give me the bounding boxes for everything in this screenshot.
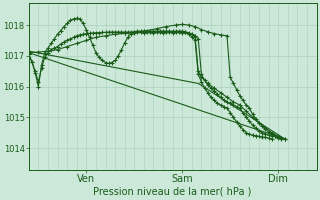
X-axis label: Pression niveau de la mer( hPa ): Pression niveau de la mer( hPa ) [93,187,252,197]
